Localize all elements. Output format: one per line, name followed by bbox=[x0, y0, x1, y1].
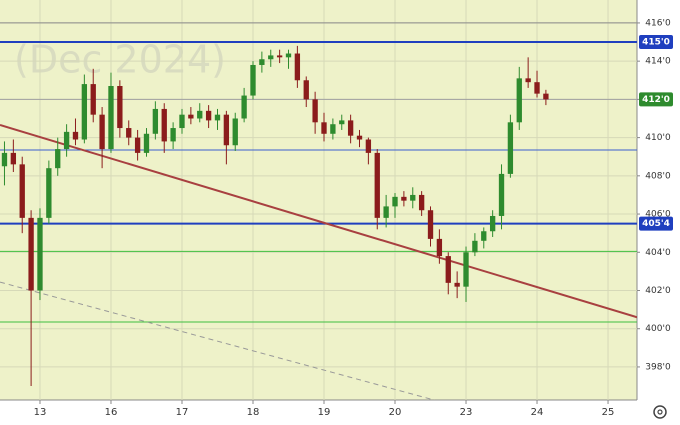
candle-body bbox=[436, 238, 443, 257]
x-tick-label: 19 bbox=[318, 407, 331, 418]
time-axis bbox=[0, 400, 637, 425]
x-tick-label: 17 bbox=[176, 407, 189, 418]
watermark: (Dec 2024) bbox=[14, 38, 226, 82]
candle-body bbox=[126, 128, 132, 138]
candle-body bbox=[472, 240, 478, 253]
candle-body bbox=[259, 59, 265, 65]
y-tick-label: 398'0 bbox=[645, 362, 671, 372]
candle-body bbox=[321, 122, 327, 134]
candle-body bbox=[383, 206, 389, 218]
price-label-box bbox=[639, 35, 673, 50]
y-tick-label: 410'0 bbox=[645, 133, 671, 143]
candle-body bbox=[197, 110, 203, 119]
candle-body bbox=[294, 53, 301, 81]
y-tick-label: 406'0 bbox=[645, 210, 671, 220]
candle-body bbox=[339, 120, 345, 125]
candle-body bbox=[108, 86, 114, 150]
y-tick-label: 402'0 bbox=[645, 286, 671, 296]
candle-body bbox=[481, 231, 487, 241]
price-label: 415'0 bbox=[642, 38, 670, 48]
candle-body bbox=[55, 149, 61, 169]
price-axis bbox=[637, 0, 680, 425]
candle-body bbox=[418, 194, 425, 211]
candle-body bbox=[90, 84, 96, 115]
plot-background bbox=[0, 0, 637, 400]
candle-body bbox=[241, 95, 247, 119]
candle-body bbox=[365, 139, 372, 153]
candle-body bbox=[525, 78, 531, 83]
candle-body bbox=[410, 194, 416, 201]
y-tick-label: 400'0 bbox=[645, 324, 671, 334]
x-tick-label: 16 bbox=[105, 407, 118, 418]
x-tick-label: 13 bbox=[34, 407, 47, 418]
candle-body bbox=[303, 80, 309, 100]
candle-body bbox=[37, 217, 43, 291]
price-label-box bbox=[639, 216, 673, 231]
candle-body bbox=[250, 64, 256, 96]
candle-body bbox=[46, 168, 52, 218]
y-tick-label: 416'0 bbox=[645, 18, 671, 28]
candle-body bbox=[214, 114, 221, 121]
candle-body bbox=[232, 118, 238, 146]
candle-body bbox=[516, 78, 522, 123]
candle-body bbox=[534, 82, 540, 94]
x-tick-label: 23 bbox=[460, 407, 473, 418]
candle-body bbox=[498, 173, 505, 216]
candle-body bbox=[81, 84, 88, 140]
candle-body bbox=[374, 152, 380, 218]
candle-body bbox=[19, 164, 25, 218]
candle-body bbox=[205, 110, 212, 121]
candle-body bbox=[392, 196, 398, 207]
candle-body bbox=[454, 282, 460, 287]
candle-body bbox=[276, 55, 283, 58]
x-tick-label: 18 bbox=[247, 407, 260, 418]
settings-button[interactable] bbox=[653, 405, 667, 419]
y-tick-label: 404'0 bbox=[645, 248, 671, 258]
y-tick-label: 414'0 bbox=[645, 57, 671, 67]
price-label: 405'4 bbox=[642, 219, 670, 229]
candle-body bbox=[143, 133, 150, 153]
plot bbox=[0, 0, 637, 400]
candle-body bbox=[489, 215, 496, 232]
candle-body bbox=[28, 217, 34, 291]
candle-body bbox=[99, 114, 105, 150]
candle-body bbox=[63, 131, 70, 150]
trend-line bbox=[0, 124, 637, 319]
candle-body bbox=[72, 131, 79, 140]
candle-body bbox=[170, 128, 176, 142]
candle-body bbox=[1, 152, 8, 167]
candle-body bbox=[507, 122, 514, 174]
gear-icon[interactable] bbox=[653, 405, 667, 419]
price-label-box bbox=[639, 92, 673, 107]
y-tick-label: 408'0 bbox=[645, 171, 671, 181]
gear-center[interactable] bbox=[657, 409, 663, 415]
candle-body bbox=[188, 114, 194, 119]
candle-body bbox=[356, 135, 363, 140]
candle-body bbox=[463, 252, 469, 287]
x-tick-label: 24 bbox=[531, 407, 544, 418]
candle-body bbox=[268, 55, 274, 60]
x-tick-label: 20 bbox=[389, 407, 402, 418]
candle-body bbox=[445, 256, 451, 283]
candle-body bbox=[347, 120, 354, 136]
candle-body bbox=[401, 196, 407, 201]
candle-body bbox=[117, 86, 123, 129]
candle-body bbox=[179, 114, 185, 129]
price-label: 412'0 bbox=[642, 95, 670, 105]
candle-body bbox=[161, 108, 167, 142]
candle-body bbox=[223, 114, 230, 146]
candle-body bbox=[330, 124, 336, 134]
trend-line bbox=[0, 281, 435, 400]
candle-body bbox=[134, 137, 141, 153]
candle-body bbox=[427, 210, 434, 239]
candle-body bbox=[543, 93, 549, 100]
x-tick-label: 25 bbox=[602, 407, 615, 418]
candle-body bbox=[285, 53, 292, 58]
candle-body bbox=[152, 108, 159, 134]
candle-body bbox=[312, 99, 318, 123]
candle-body bbox=[10, 152, 17, 165]
